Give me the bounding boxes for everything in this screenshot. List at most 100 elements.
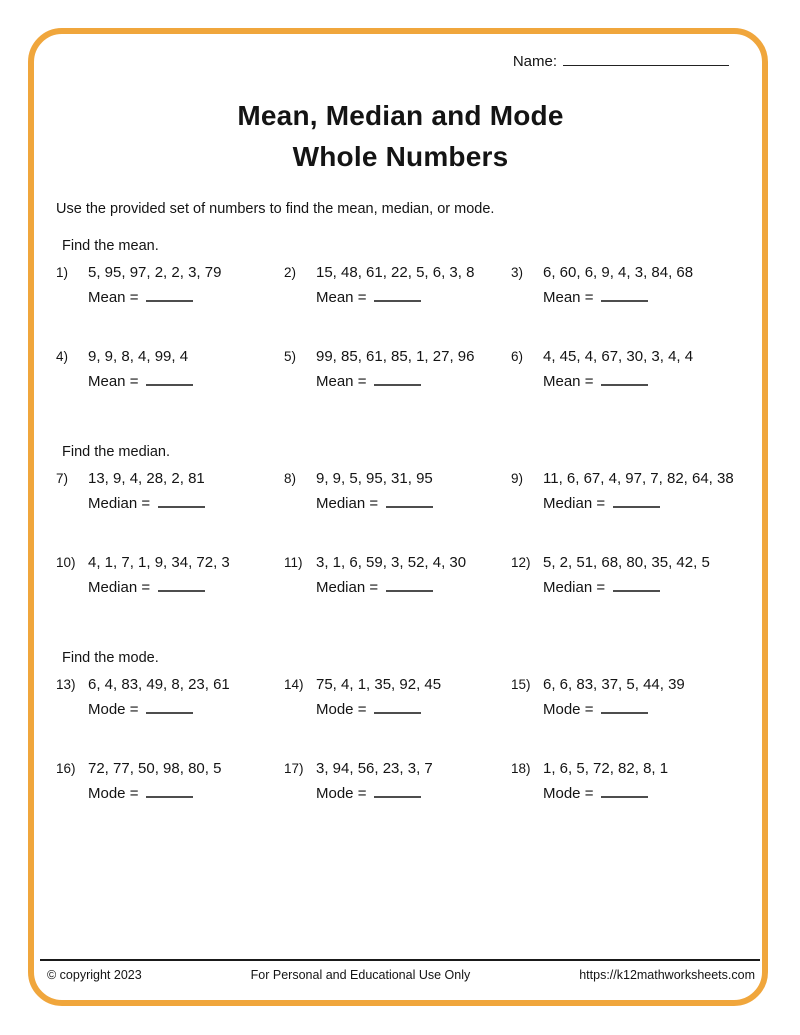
number-set: 9, 9, 5, 95, 31, 95 [316, 470, 433, 488]
answer-blank[interactable] [601, 373, 649, 387]
footer-copyright: © copyright 2023 [47, 968, 142, 982]
answer-blank[interactable] [374, 289, 422, 303]
answer-blank[interactable] [146, 701, 194, 715]
answer-row: Median = [88, 495, 206, 513]
answer-row: Mean = [316, 373, 474, 390]
problem-12: 12) 5, 2, 51, 68, 80, 35, 42, 5 Median = [511, 554, 745, 596]
answer-label: Mean = [88, 373, 139, 391]
problem-number: 15) [511, 677, 531, 693]
answer-blank[interactable] [601, 289, 649, 303]
answer-label: Mode = [316, 785, 367, 803]
section-heading: Find the mode. [62, 650, 159, 667]
answer-label: Mode = [543, 785, 594, 803]
problem-5: 5) 99, 85, 61, 85, 1, 27, 96 Mean = [284, 348, 511, 390]
problems-grid: 1) 5, 95, 97, 2, 2, 3, 79 Mean = 2) 15, … [56, 264, 745, 390]
answer-blank[interactable] [613, 579, 661, 593]
number-set: 4, 1, 7, 1, 9, 34, 72, 3 [88, 554, 230, 572]
number-set: 9, 9, 8, 4, 99, 4 [88, 348, 189, 366]
problem-number: 12) [511, 555, 531, 571]
answer-blank[interactable] [374, 701, 422, 715]
problem-number: 18) [511, 761, 531, 777]
number-set: 6, 60, 6, 9, 4, 3, 84, 68 [543, 264, 694, 282]
answer-label: Mean = [543, 373, 594, 391]
answer-label: Median = [543, 579, 606, 597]
answer-blank[interactable] [601, 785, 649, 799]
problem-number: 16) [56, 761, 76, 777]
answer-label: Mode = [88, 785, 139, 803]
answer-row: Median = [543, 579, 710, 596]
problem-number: 2) [284, 265, 297, 281]
problem-body: 13, 9, 4, 28, 2, 81 Median = [88, 470, 206, 513]
answer-label: Median = [316, 495, 379, 513]
title-line2: Whole Numbers [292, 140, 509, 172]
problem-number: 7) [56, 471, 69, 487]
worksheet-content: Name: Mean, Median and Mode Whole Number… [56, 52, 745, 802]
number-set: 13, 9, 4, 28, 2, 81 [88, 470, 205, 488]
problem-number: 13) [56, 677, 76, 693]
problem-number: 9) [511, 471, 524, 487]
answer-label: Mean = [543, 289, 594, 307]
problem-16: 16) 72, 77, 50, 98, 80, 5 Mode = [56, 760, 284, 802]
number-set: 11, 6, 67, 4, 97, 7, 82, 64, 38 [543, 470, 734, 488]
problem-number: 3) [511, 265, 524, 281]
number-set: 75, 4, 1, 35, 92, 45 [316, 676, 442, 694]
answer-row: Mode = [316, 785, 433, 802]
answer-blank[interactable] [146, 289, 194, 303]
problem-body: 3, 94, 56, 23, 3, 7 Mode = [316, 760, 433, 802]
problem-number: 8) [284, 471, 297, 487]
problem-number: 10) [56, 555, 76, 571]
problem-17: 17) 3, 94, 56, 23, 3, 7 Mode = [284, 760, 511, 802]
number-set: 1, 6, 5, 72, 82, 8, 1 [543, 760, 669, 778]
answer-row: Median = [88, 579, 230, 596]
problem-body: 75, 4, 1, 35, 92, 45 Mode = [316, 676, 441, 718]
instructions: Use the provided set of numbers to find … [56, 201, 495, 218]
answer-row: Mean = [88, 289, 221, 306]
problem-body: 99, 85, 61, 85, 1, 27, 96 Mean = [316, 348, 474, 390]
answer-row: Mean = [316, 289, 474, 306]
problem-body: 4, 45, 4, 67, 30, 3, 4, 4 Mean = [543, 348, 693, 390]
problems-grid: 13) 6, 4, 83, 49, 8, 23, 61 Mode = 14) 7… [56, 676, 745, 802]
answer-row: Mean = [88, 373, 194, 391]
answer-blank[interactable] [146, 373, 194, 387]
number-set: 5, 2, 51, 68, 80, 35, 42, 5 [543, 554, 710, 572]
footer-url[interactable]: https://k12mathworksheets.com [579, 968, 755, 982]
answer-label: Mean = [316, 373, 367, 391]
page-title: Mean, Median and Mode Whole Numbers [56, 96, 745, 177]
name-blank[interactable] [563, 52, 729, 66]
problem-1: 1) 5, 95, 97, 2, 2, 3, 79 Mean = [56, 264, 284, 306]
problem-body: 5, 95, 97, 2, 2, 3, 79 Mean = [88, 264, 221, 306]
answer-blank[interactable] [146, 785, 194, 799]
problem-body: 6, 60, 6, 9, 4, 3, 84, 68 Mean = [543, 264, 693, 306]
section-heading: Find the mean. [62, 238, 159, 255]
number-set: 3, 94, 56, 23, 3, 7 [316, 760, 433, 778]
answer-blank[interactable] [158, 495, 206, 509]
number-set: 3, 1, 6, 59, 3, 52, 4, 30 [316, 554, 467, 572]
problem-body: 9, 9, 5, 95, 31, 95 Median = [316, 470, 434, 513]
problem-15: 15) 6, 6, 83, 37, 5, 44, 39 Mode = [511, 676, 745, 718]
answer-label: Median = [88, 495, 151, 513]
problem-9: 9) 11, 6, 67, 4, 97, 7, 82, 64, 38 Media… [511, 470, 745, 512]
problem-10: 10) 4, 1, 7, 1, 9, 34, 72, 3 Median = [56, 554, 284, 596]
answer-label: Mean = [316, 289, 367, 307]
answer-row: Median = [316, 579, 466, 596]
answer-label: Mode = [543, 701, 594, 719]
problem-14: 14) 75, 4, 1, 35, 92, 45 Mode = [284, 676, 511, 718]
answer-row: Mode = [543, 785, 668, 802]
answer-row: Mean = [543, 373, 693, 390]
number-set: 99, 85, 61, 85, 1, 27, 96 [316, 348, 475, 366]
answer-label: Median = [543, 495, 606, 513]
answer-label: Mode = [316, 701, 367, 719]
answer-blank[interactable] [374, 785, 422, 799]
answer-blank[interactable] [386, 495, 434, 509]
problem-body: 9, 9, 8, 4, 99, 4 Mean = [88, 348, 194, 391]
answer-blank[interactable] [613, 495, 661, 509]
answer-blank[interactable] [386, 579, 434, 593]
number-set: 6, 6, 83, 37, 5, 44, 39 [543, 676, 685, 694]
answer-blank[interactable] [158, 579, 206, 593]
problems-grid: 7) 13, 9, 4, 28, 2, 81 Median = 8) 9, 9,… [56, 470, 745, 596]
problem-body: 72, 77, 50, 98, 80, 5 Mode = [88, 760, 221, 802]
answer-blank[interactable] [601, 701, 649, 715]
answer-blank[interactable] [374, 373, 422, 387]
answer-label: Mode = [88, 701, 139, 719]
answer-label: Median = [316, 579, 379, 597]
